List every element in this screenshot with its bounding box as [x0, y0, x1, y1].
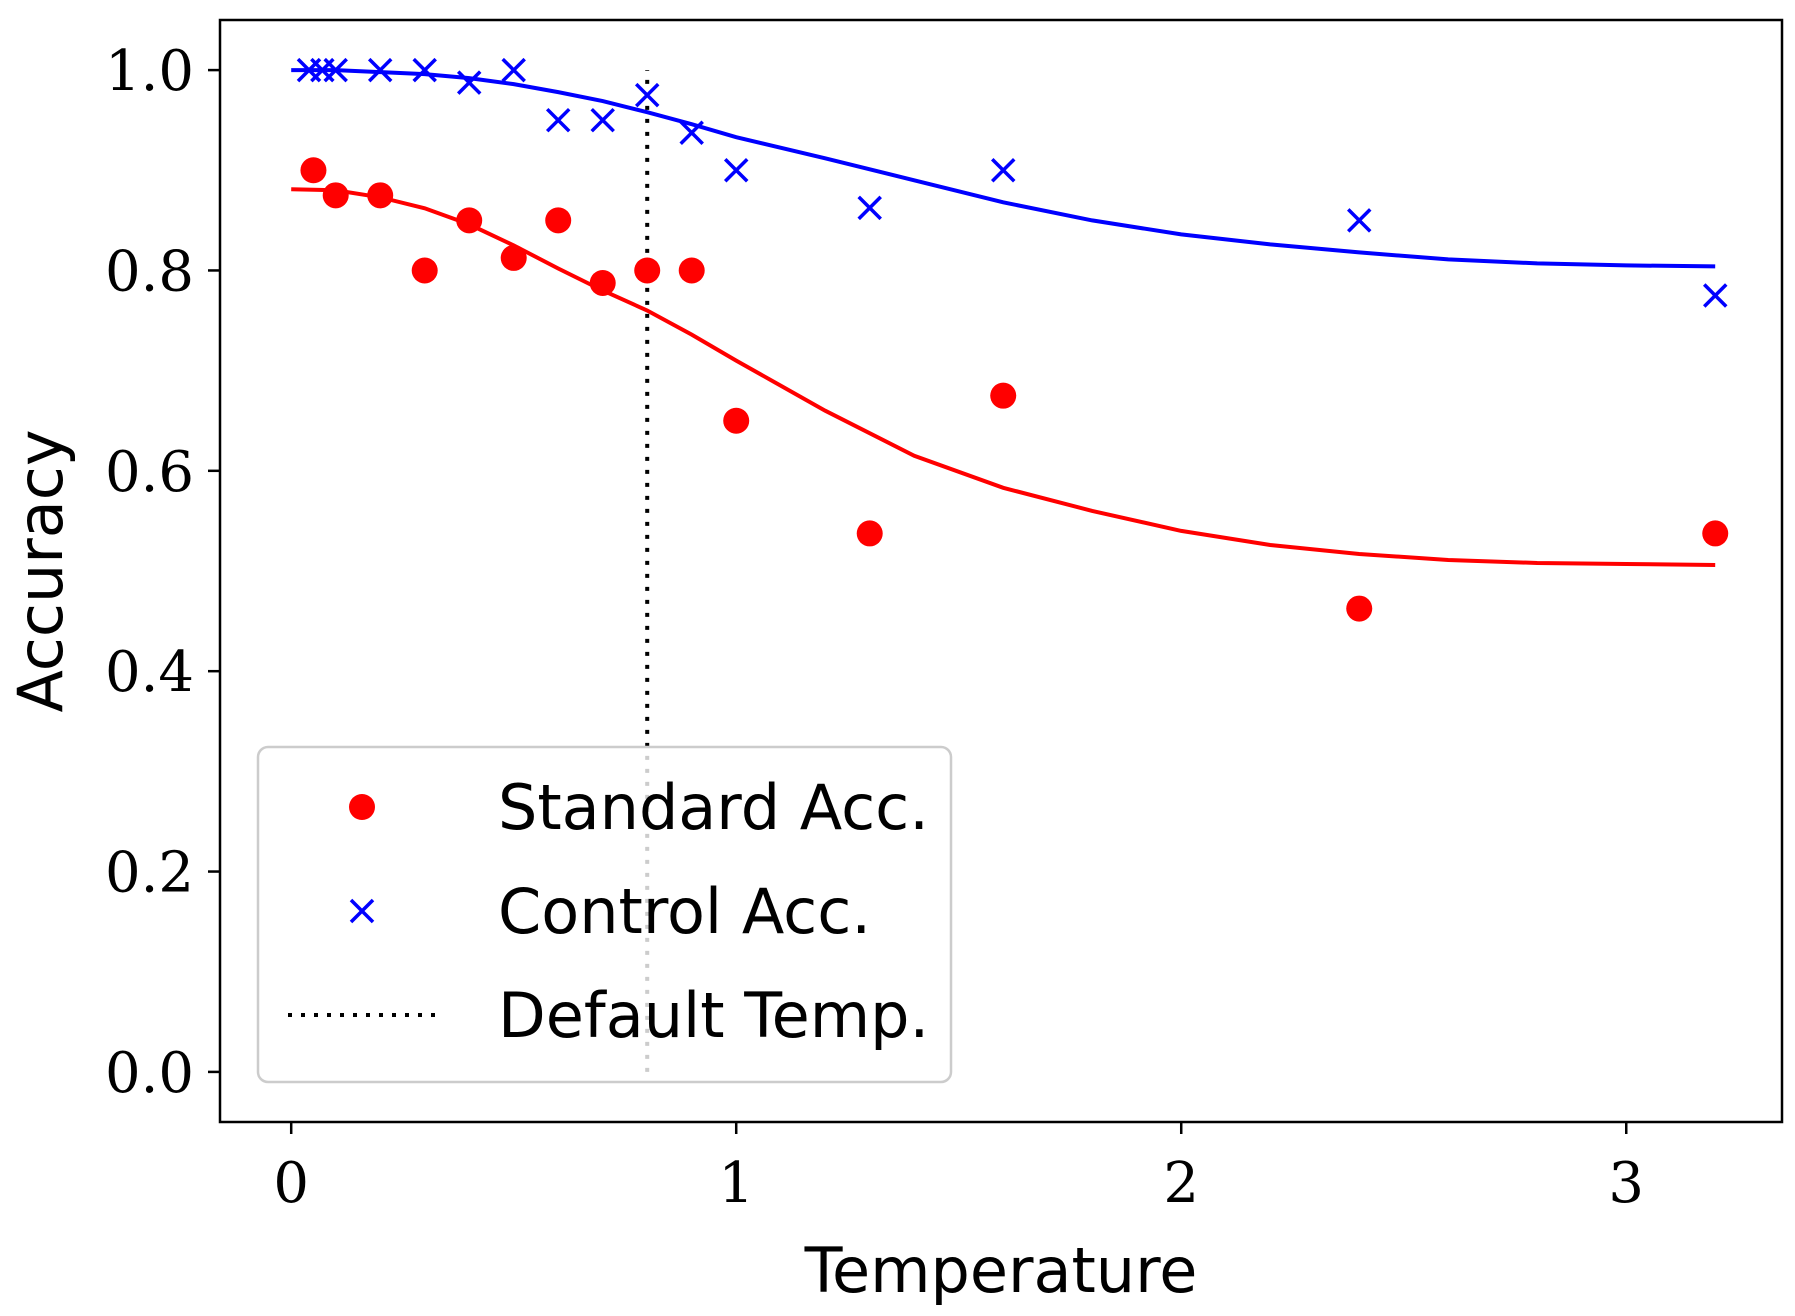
fit-curves [291, 68, 1716, 567]
control-acc-point-stroke [1346, 208, 1372, 233]
standard-acc-point [300, 157, 327, 184]
y-tick-label: 1.0 [105, 39, 194, 104]
y-tick-label: 0.4 [105, 640, 194, 705]
control-acc-point [990, 158, 1016, 183]
y-tick-label: 0.2 [105, 841, 194, 906]
control-acc-point [857, 195, 882, 221]
control-acc-point [1703, 283, 1728, 308]
control-acc-point-stroke [590, 107, 615, 133]
standard-acc-point [322, 182, 349, 209]
standard-acc-point [589, 269, 616, 296]
standard-acc-point [500, 244, 527, 271]
control-acc-point-stroke [857, 195, 882, 221]
control-acc-point [590, 107, 615, 133]
standard-acc-point [1702, 520, 1729, 547]
control-acc-point [501, 57, 526, 83]
plot-frame [218, 18, 1784, 1124]
control-acc-point-stroke [545, 107, 571, 133]
x-axis-ticks: 0 1 2 3 [273, 1122, 1644, 1216]
data-markers [296, 57, 1729, 622]
x-tick-label: 1 [718, 1151, 754, 1216]
legend-entry: Standard Acc. [349, 771, 929, 844]
x-axis-label: Temperature [804, 1234, 1198, 1307]
standard-acc-point [856, 520, 883, 547]
standard-acc-point [367, 182, 394, 209]
y-axis-ticks: 0.0 0.2 0.4 0.6 0.8 1.0 [105, 39, 220, 1106]
standard-acc-point [990, 382, 1017, 409]
legend-x-marker-stroke [349, 898, 375, 924]
legend-label: Standard Acc. [498, 771, 929, 844]
y-tick-label: 0.0 [105, 1041, 194, 1106]
control-acc-point-stroke [634, 82, 660, 108]
standard-fit-curve [291, 187, 1716, 567]
x-tick-label: 2 [1163, 1151, 1199, 1216]
control-acc-point [323, 57, 348, 83]
control-acc-point-stroke [367, 57, 393, 83]
y-tick-label: 0.6 [105, 440, 194, 505]
control-acc-point-stroke [990, 158, 1016, 183]
y-tick-label: 0.8 [105, 239, 194, 304]
legend-box [256, 745, 953, 1084]
x-tick-label: 0 [273, 1151, 309, 1216]
control-acc-point-stroke [679, 120, 704, 145]
control-acc-point [456, 70, 482, 95]
legend-label: Control Acc. [498, 875, 871, 948]
control-acc-point-stroke [1703, 283, 1728, 308]
control-acc-point-stroke [412, 57, 437, 83]
legend-entries: Standard Acc. Control Acc. Default Temp. [288, 771, 929, 1052]
control-acc-point [412, 57, 437, 83]
standard-acc-point [723, 407, 750, 434]
control-fit-curve [291, 68, 1716, 269]
legend: Standard Acc. Control Acc. Default Temp. [256, 745, 953, 1084]
control-acc-point [367, 57, 393, 83]
standard-acc-point [545, 207, 572, 234]
control-acc-point [679, 120, 704, 145]
standard-acc-point [456, 207, 483, 234]
legend-x-marker [349, 898, 375, 924]
standard-acc-point [1346, 595, 1373, 622]
standard-acc-point [411, 257, 438, 284]
control-acc-point-stroke [323, 57, 348, 83]
control-acc-point-stroke [501, 57, 526, 83]
control-acc-point [634, 82, 660, 108]
legend-entry: Default Temp. [288, 979, 929, 1052]
control-acc-point [723, 158, 749, 183]
standard-acc-point [634, 257, 661, 284]
legend-label: Default Temp. [498, 979, 929, 1052]
control-acc-point [545, 107, 571, 133]
legend-entry: Control Acc. [349, 875, 871, 948]
standard-acc-point [678, 257, 705, 284]
y-axis-label: Accuracy [4, 429, 77, 712]
control-acc-point [1346, 208, 1372, 233]
legend-circle-marker [349, 794, 375, 820]
control-acc-point-stroke [723, 158, 749, 183]
control-acc-point-stroke [456, 70, 482, 95]
x-tick-label: 3 [1608, 1151, 1644, 1216]
